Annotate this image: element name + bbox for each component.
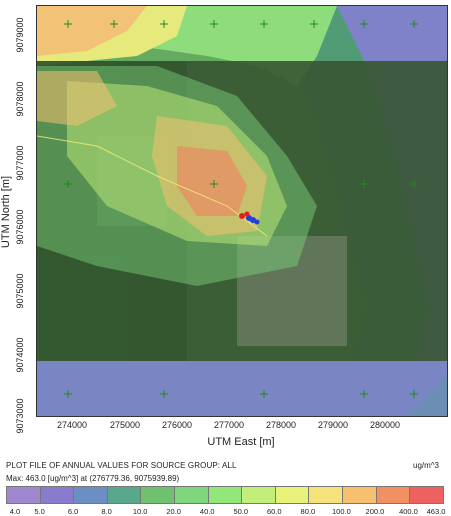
legend-level-label: 20.0: [166, 507, 181, 516]
legend-swatch: [7, 487, 41, 503]
legend-level-label: 10.0: [132, 507, 148, 516]
legend-swatch: [309, 487, 344, 503]
contour-band-orange: [37, 6, 147, 56]
x-tick-label: 278000: [265, 420, 297, 430]
legend-level-label: 8.0: [101, 507, 112, 516]
x-tick-label: 279000: [317, 420, 349, 430]
receptor-grid: [64, 20, 418, 398]
contour-map[interactable]: [36, 5, 448, 417]
legend-level-label: 60.0: [266, 507, 282, 516]
legend-level-label: 5.0: [34, 507, 45, 516]
legend-swatch: [410, 487, 443, 503]
legend-level-label: 100.0: [331, 507, 351, 516]
x-tick-label: 274000: [56, 420, 88, 430]
y-tick-label: 9079000: [15, 17, 25, 53]
source-markers: [239, 211, 260, 225]
legend-level-label: 4.0: [9, 507, 21, 516]
legend-level-label: 200.0: [365, 507, 385, 516]
legend-level-label: 40.0: [199, 507, 215, 516]
legend-swatch: [275, 487, 310, 503]
y-tick-label: 9078000: [15, 81, 25, 117]
units-label: ug/m^3: [413, 461, 439, 470]
legend-swatch: [343, 487, 377, 503]
x-tick-label: 276000: [161, 420, 193, 430]
x-axis-label: UTM East [m]: [207, 436, 275, 448]
legend-swatch: [175, 487, 209, 503]
legend-level-label: 80.0: [300, 507, 316, 516]
legend-level-label: 463.0: [426, 507, 446, 516]
x-tick-label: 280000: [369, 420, 401, 430]
x-tick-label: 277000: [213, 420, 245, 430]
contour-band-bottom-purple: [37, 361, 447, 416]
contour-band-200-west: [37, 71, 117, 126]
y-tick-label: 9076000: [15, 209, 25, 245]
legend-level-label: 6.0: [67, 507, 79, 516]
contour-map-svg: [37, 6, 447, 416]
legend-level-label: 50.0: [233, 507, 249, 516]
legend-swatch: [376, 487, 411, 503]
legend-swatch: [208, 487, 243, 503]
plot-title: PLOT FILE OF ANNUAL VALUES FOR SOURCE GR…: [6, 461, 237, 470]
x-tick-label: 275000: [109, 420, 141, 430]
legend-swatch: [107, 487, 142, 503]
y-tick-label: 9077000: [15, 145, 25, 181]
legend-level-label: 400.0: [399, 507, 418, 516]
legend-swatch: [40, 487, 75, 503]
max-value-line: Max: 463.0 [ug/m^3] at (276779.36, 90759…: [6, 474, 180, 483]
color-legend: [6, 486, 444, 504]
legend-swatch: [141, 487, 176, 503]
y-tick-label: 9073000: [15, 398, 25, 434]
y-axis-label: UTM North [m]: [0, 175, 12, 249]
y-tick-label: 9075000: [15, 273, 25, 309]
y-tick-label: 9074000: [15, 337, 25, 373]
legend-swatch: [74, 487, 108, 503]
legend-swatch: [242, 487, 276, 503]
contour-band-400: [177, 146, 247, 216]
